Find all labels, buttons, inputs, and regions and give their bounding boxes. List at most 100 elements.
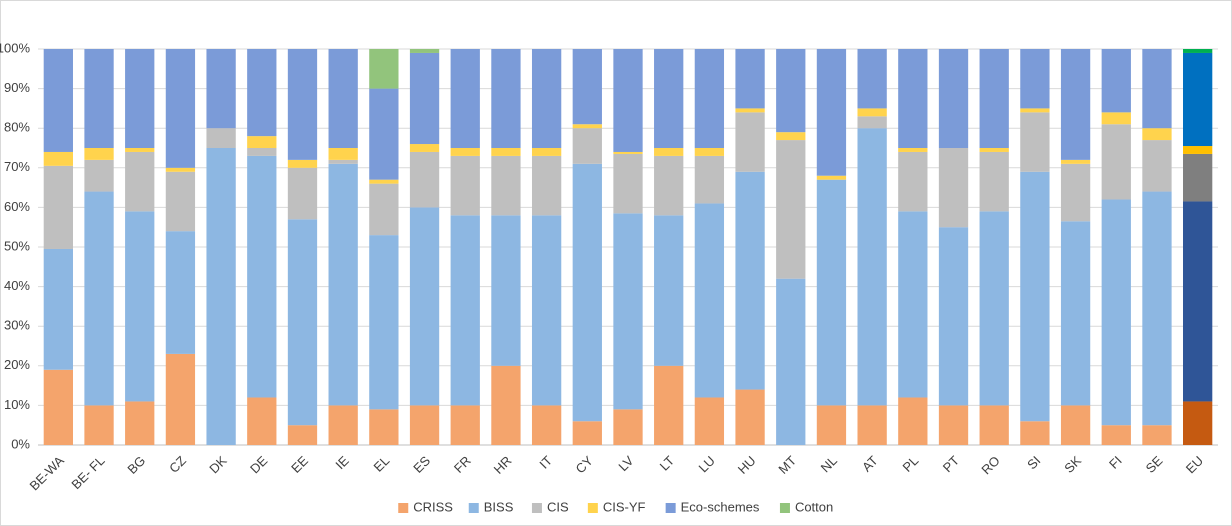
bar-segment: [206, 128, 236, 148]
bar-segment: [287, 159, 318, 168]
bar-segment: [125, 401, 155, 445]
bar-segment: [1142, 191, 1172, 426]
bar-segment: [816, 49, 847, 176]
bar-segment: [1020, 112, 1050, 172]
bar-segment: [531, 215, 562, 406]
bar-segment: [694, 155, 725, 204]
bar-segment: [735, 171, 765, 390]
bar-segment: [654, 365, 684, 445]
bar-segment: [654, 148, 684, 156]
bar-segment: [328, 159, 358, 164]
bar-segment: [125, 151, 155, 212]
bar-segment: [1020, 108, 1050, 113]
bar-segment: [1183, 52, 1213, 147]
bar-segment: [1020, 49, 1050, 109]
bar-segment: [572, 163, 602, 422]
bar-segment: [857, 108, 887, 117]
bar-segment: [735, 389, 765, 445]
bar-segment: [938, 49, 969, 148]
bar-segment: [247, 136, 277, 148]
bar-segment: [1183, 153, 1213, 202]
bar-segment: [84, 405, 114, 445]
bar-segment: [43, 248, 73, 370]
bar-segment: [84, 49, 114, 148]
bar-segment: [1101, 124, 1131, 200]
legend-swatch: [398, 503, 409, 513]
bar-segment: [613, 409, 643, 445]
legend-label: CRISS: [413, 499, 453, 514]
bar-segment: [979, 211, 1009, 406]
bar-segment: [898, 49, 928, 148]
legend-label: Eco-schemes: [681, 499, 760, 514]
bar-segment: [247, 155, 277, 398]
bar-segment: [328, 405, 358, 445]
bar-segment: [450, 215, 480, 406]
bar-segment: [572, 421, 602, 445]
bar-segment: [1101, 199, 1131, 426]
bar-segment: [369, 88, 399, 180]
y-tick-label: 0%: [11, 436, 30, 451]
bar-segment: [654, 215, 684, 366]
bar-segment: [491, 148, 521, 156]
bar-segment: [409, 49, 440, 53]
bar-segment: [491, 155, 521, 216]
legend-swatch: [779, 503, 790, 513]
bar-segment: [165, 167, 196, 172]
bar-segment: [613, 49, 643, 152]
bar-segment: [979, 405, 1009, 445]
bar-segment: [654, 155, 684, 216]
bar-segment: [979, 49, 1009, 148]
bar-segment: [369, 235, 399, 410]
y-tick-label: 10%: [4, 397, 30, 412]
bar-segment: [572, 128, 602, 164]
bar-segment: [409, 52, 440, 145]
bar-segment: [776, 278, 806, 445]
legend-swatch: [587, 503, 598, 513]
bar-segment: [857, 405, 887, 445]
bar-segment: [369, 183, 399, 236]
legend-label: CIS: [547, 499, 569, 514]
bar-segment: [450, 148, 480, 156]
bar-segment: [450, 155, 480, 216]
bar-segment: [1060, 159, 1091, 164]
bar-segment: [857, 116, 887, 129]
bar-segment: [43, 369, 73, 445]
bar-segment: [450, 405, 480, 445]
y-tick-label: 90%: [4, 80, 30, 95]
bar-segment: [735, 108, 765, 113]
bar-segment: [1142, 128, 1172, 141]
bar-segment: [816, 405, 847, 445]
legend-swatch: [665, 503, 676, 513]
bar-segment: [328, 49, 358, 148]
y-tick-label: 80%: [4, 120, 30, 135]
bar-segment: [816, 179, 847, 406]
bar-segment: [1101, 112, 1131, 125]
y-tick-label: 40%: [4, 278, 30, 293]
bar-segment: [1020, 421, 1050, 445]
bar-segment: [938, 227, 969, 406]
bar-segment: [531, 49, 562, 148]
bar-segment: [125, 148, 155, 152]
bar-segment: [287, 167, 318, 220]
bar-segment: [1183, 146, 1213, 154]
bar-segment: [1101, 425, 1131, 445]
bar-segment: [572, 124, 602, 129]
bar-segment: [613, 153, 643, 214]
bar-segment: [1142, 425, 1172, 445]
bar-segment: [694, 203, 725, 398]
bar-segment: [409, 151, 440, 208]
bar-segment: [125, 211, 155, 402]
bar-segment: [84, 159, 114, 192]
bar-segment: [43, 165, 73, 249]
bar-segment: [694, 397, 725, 445]
y-tick-label: 60%: [4, 199, 30, 214]
bar-segment: [165, 171, 196, 232]
bar-segment: [369, 409, 399, 445]
legend-label: CIS-YF: [603, 499, 646, 514]
bar-segment: [1183, 401, 1213, 445]
bar-segment: [898, 397, 928, 445]
bar-segment: [43, 151, 73, 166]
bar-segment: [1142, 140, 1172, 192]
y-tick-label: 20%: [4, 357, 30, 372]
bar-segment: [1060, 405, 1091, 445]
